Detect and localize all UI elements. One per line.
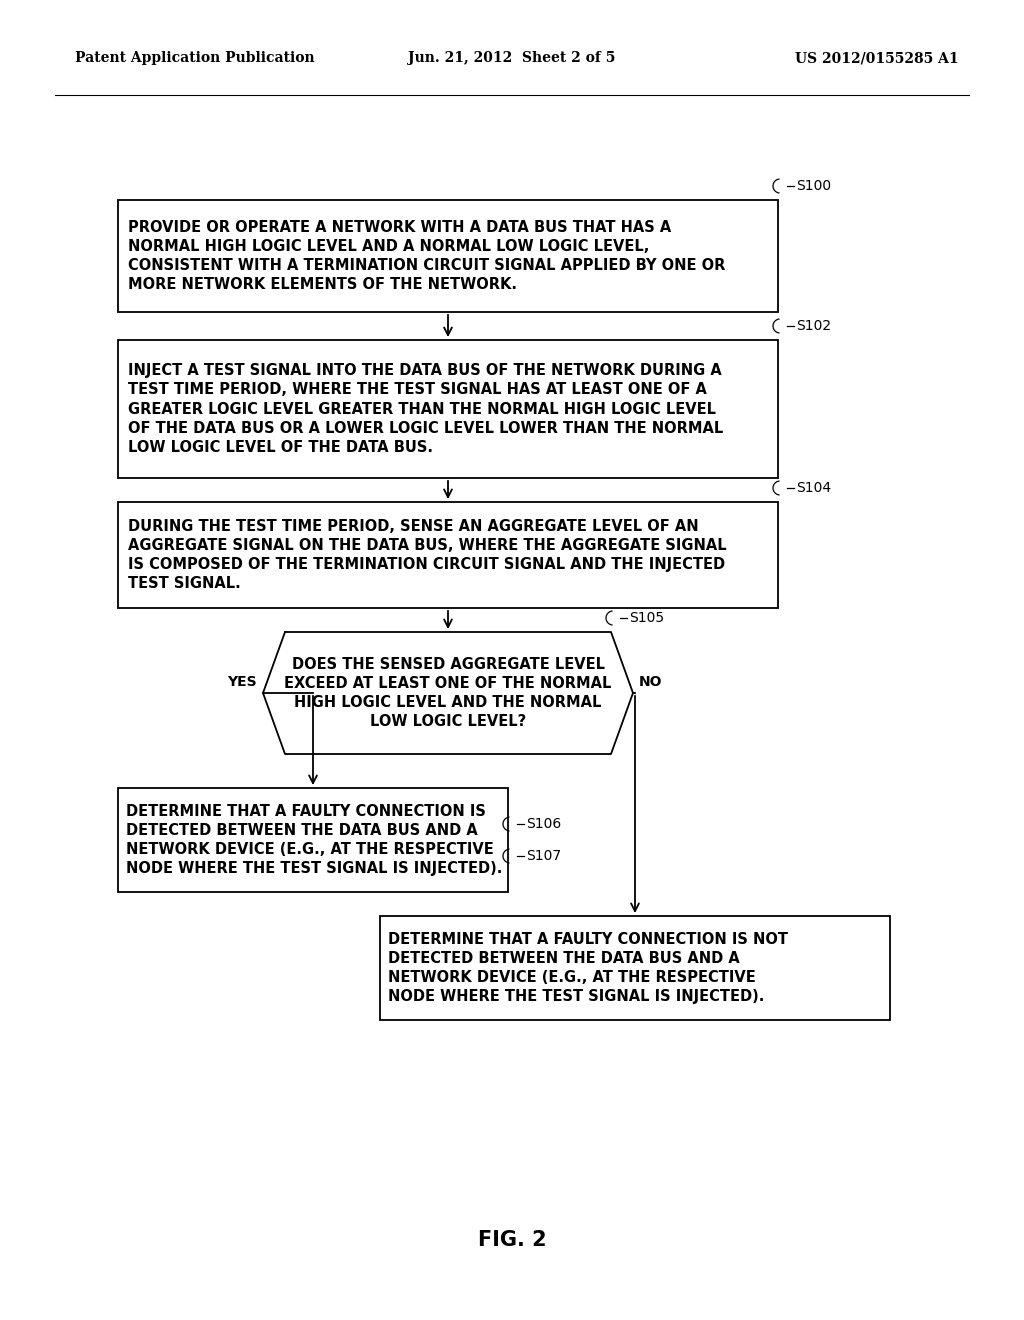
Text: PROVIDE OR OPERATE A NETWORK WITH A DATA BUS THAT HAS A
NORMAL HIGH LOGIC LEVEL : PROVIDE OR OPERATE A NETWORK WITH A DATA…: [128, 219, 725, 292]
Text: S106: S106: [526, 817, 561, 832]
Bar: [380, 916, 890, 1020]
Text: S102: S102: [796, 319, 831, 333]
Text: S105: S105: [629, 611, 665, 624]
Text: YES: YES: [227, 675, 257, 689]
Text: US 2012/0155285 A1: US 2012/0155285 A1: [796, 51, 959, 65]
Text: Patent Application Publication: Patent Application Publication: [75, 51, 314, 65]
Text: FIG. 2: FIG. 2: [477, 1230, 547, 1250]
Text: S100: S100: [796, 180, 831, 193]
Bar: [118, 341, 778, 478]
Text: DETERMINE THAT A FAULTY CONNECTION IS
DETECTED BETWEEN THE DATA BUS AND A
NETWOR: DETERMINE THAT A FAULTY CONNECTION IS DE…: [126, 804, 503, 876]
Text: NO: NO: [639, 675, 663, 689]
Text: DURING THE TEST TIME PERIOD, SENSE AN AGGREGATE LEVEL OF AN
AGGREGATE SIGNAL ON : DURING THE TEST TIME PERIOD, SENSE AN AG…: [128, 519, 727, 591]
Text: S104: S104: [796, 480, 831, 495]
Bar: [118, 502, 778, 609]
Text: DETERMINE THAT A FAULTY CONNECTION IS NOT
DETECTED BETWEEN THE DATA BUS AND A
NE: DETERMINE THAT A FAULTY CONNECTION IS NO…: [388, 932, 788, 1005]
Text: INJECT A TEST SIGNAL INTO THE DATA BUS OF THE NETWORK DURING A
TEST TIME PERIOD,: INJECT A TEST SIGNAL INTO THE DATA BUS O…: [128, 363, 723, 455]
Text: Jun. 21, 2012  Sheet 2 of 5: Jun. 21, 2012 Sheet 2 of 5: [409, 51, 615, 65]
Polygon shape: [263, 632, 633, 754]
Bar: [118, 201, 778, 312]
Bar: [118, 788, 508, 892]
Text: DOES THE SENSED AGGREGATE LEVEL
EXCEED AT LEAST ONE OF THE NORMAL
HIGH LOGIC LEV: DOES THE SENSED AGGREGATE LEVEL EXCEED A…: [285, 657, 611, 729]
Text: S107: S107: [526, 849, 561, 863]
